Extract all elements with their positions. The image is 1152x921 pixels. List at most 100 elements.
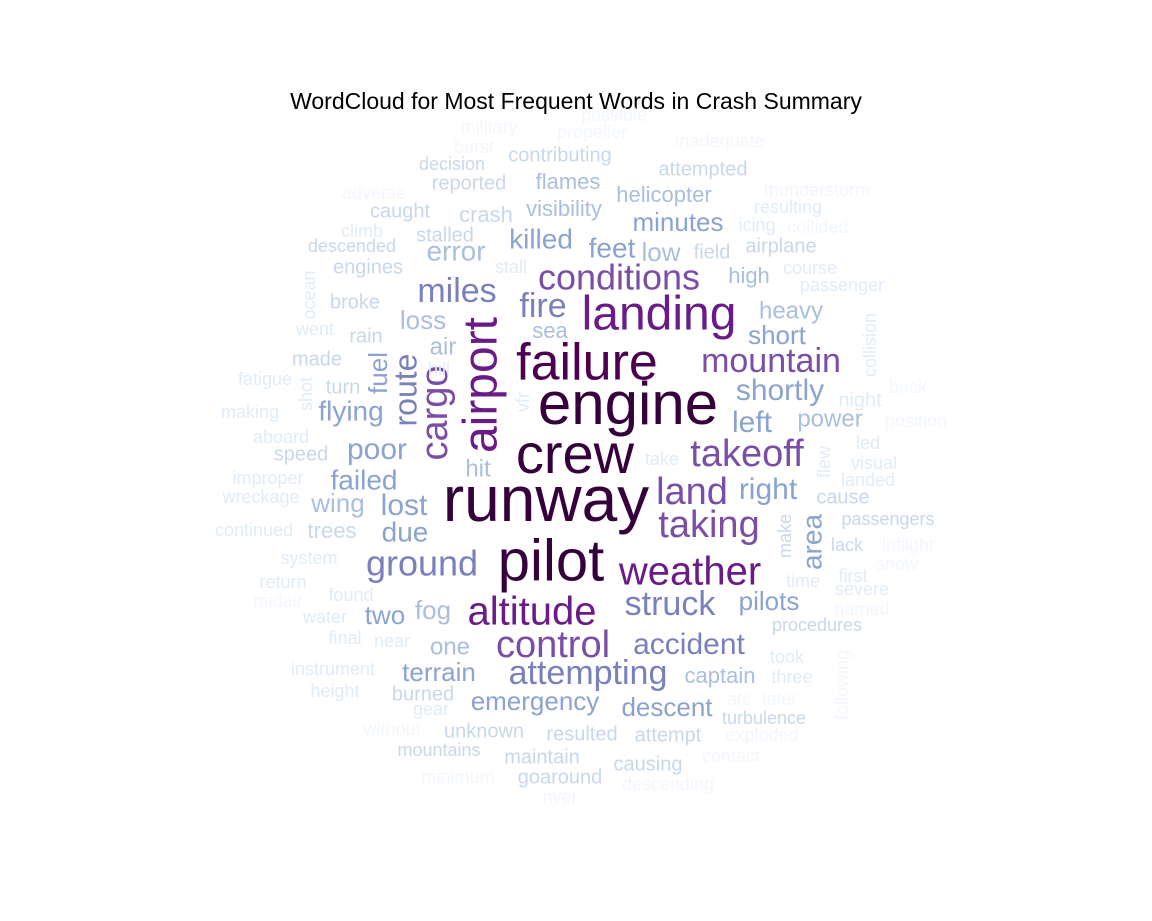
word-course: course <box>783 258 837 278</box>
word-possible: possible <box>581 105 647 125</box>
word-speed: speed <box>274 443 329 465</box>
word-attempt: attempt <box>635 724 702 746</box>
word-runway: runway <box>443 463 649 535</box>
word-route: route <box>387 354 423 427</box>
word-feet: feet <box>589 232 636 263</box>
word-reported: reported <box>432 172 507 194</box>
word-continued: continued <box>215 520 293 540</box>
word-cargo: cargo <box>414 365 456 460</box>
word-two: two <box>365 600 405 630</box>
word-miles: miles <box>417 272 496 310</box>
word-icing: icing <box>738 215 775 235</box>
word-instrument: instrument <box>291 659 375 679</box>
word-descending: descending <box>622 774 714 794</box>
word-return: return <box>259 572 306 592</box>
word-later: later <box>762 689 797 709</box>
word-captain: captain <box>685 663 756 688</box>
word-burned: burned <box>392 683 454 705</box>
chart-title: WordCloud for Most Frequent Words in Cra… <box>290 88 862 114</box>
word-snow: snow <box>876 554 919 574</box>
word-hit: hit <box>465 455 491 482</box>
word-back: back <box>889 377 928 397</box>
word-area: area <box>796 514 827 570</box>
word-thunderstorm: thunderstorm <box>764 180 870 200</box>
word-atc: atc <box>727 689 751 709</box>
word-heavy: heavy <box>759 297 823 324</box>
word-made: made <box>292 348 342 370</box>
word-exploded: exploded <box>725 725 798 745</box>
word-right: right <box>739 473 798 506</box>
word-crew: crew <box>516 422 635 485</box>
word-engine: engine <box>538 370 718 437</box>
word-led: led <box>856 433 880 453</box>
word-hill: hill <box>428 359 450 379</box>
word-poor: poor <box>347 433 407 466</box>
word-visibility: visibility <box>526 196 602 221</box>
word-passenger: passenger <box>800 275 884 295</box>
word-rain: rain <box>349 325 382 347</box>
word-gear: gear <box>413 699 449 719</box>
word-river: river <box>543 787 578 807</box>
word-fuel: fuel <box>363 352 393 394</box>
word-burst: burst <box>454 137 494 157</box>
word-descended: descended <box>308 236 396 256</box>
word-flames: flames <box>536 169 601 194</box>
word-turbulence: turbulence <box>722 708 806 728</box>
word-mountain: mountain <box>701 342 841 380</box>
word-pilots: pilots <box>739 586 800 616</box>
word-one: one <box>430 633 470 660</box>
word-minutes: minutes <box>632 207 723 237</box>
word-time: time <box>786 571 820 591</box>
word-propeller: propeller <box>557 122 627 142</box>
word-air: air <box>430 333 457 360</box>
word-attempted: attempted <box>659 158 748 180</box>
word-aboard: aboard <box>253 427 309 447</box>
word-near: near <box>374 631 410 651</box>
word-position: position <box>885 411 947 431</box>
word-flying: flying <box>318 395 383 426</box>
word-make: make <box>775 514 795 558</box>
word-failure: failure <box>516 334 658 392</box>
word-takeoff: takeoff <box>690 433 804 475</box>
word-failed: failed <box>331 464 398 495</box>
word-found: found <box>328 585 373 605</box>
word-maintain: maintain <box>504 746 580 768</box>
word-passengers: passengers <box>841 509 934 529</box>
word-high: high <box>728 263 770 288</box>
word-ground: ground <box>366 543 478 584</box>
word-severe: severe <box>835 579 889 599</box>
word-taking: taking <box>658 504 759 546</box>
word-loss: loss <box>400 305 446 335</box>
word-visual: visual <box>851 453 897 473</box>
word-sea: sea <box>532 318 568 343</box>
word-resulted: resulted <box>546 723 617 745</box>
word-emergency: emergency <box>471 686 600 716</box>
word-error: error <box>426 235 485 266</box>
word-night: night <box>838 389 882 411</box>
word-short: short <box>748 320 807 350</box>
word-conditions: conditions <box>538 257 700 298</box>
word-field: field <box>694 241 731 263</box>
word-minimum: minimum <box>421 767 494 787</box>
word-flew: flew <box>814 445 834 478</box>
word-due: due <box>382 516 429 547</box>
word-inflight: inflight <box>882 535 934 555</box>
word-broke: broke <box>330 291 380 313</box>
word-wreckage: wreckage <box>221 487 299 507</box>
word-fire: fire <box>519 287 566 325</box>
word-causing: causing <box>614 753 683 775</box>
word-altitude: altitude <box>468 590 597 634</box>
word-power: power <box>797 405 862 432</box>
word-weather: weather <box>618 550 761 594</box>
word-helicopter: helicopter <box>616 182 711 207</box>
word-fog: fog <box>415 595 451 625</box>
word-descent: descent <box>621 692 713 722</box>
word-unknown: unknown <box>444 720 524 742</box>
word-terrain: terrain <box>402 657 476 687</box>
word-land: land <box>656 471 728 513</box>
word-took: took <box>770 647 805 667</box>
word-landed: landed <box>841 470 895 490</box>
word-contributing: contributing <box>508 144 611 166</box>
word-attempting: attempting <box>509 654 668 692</box>
